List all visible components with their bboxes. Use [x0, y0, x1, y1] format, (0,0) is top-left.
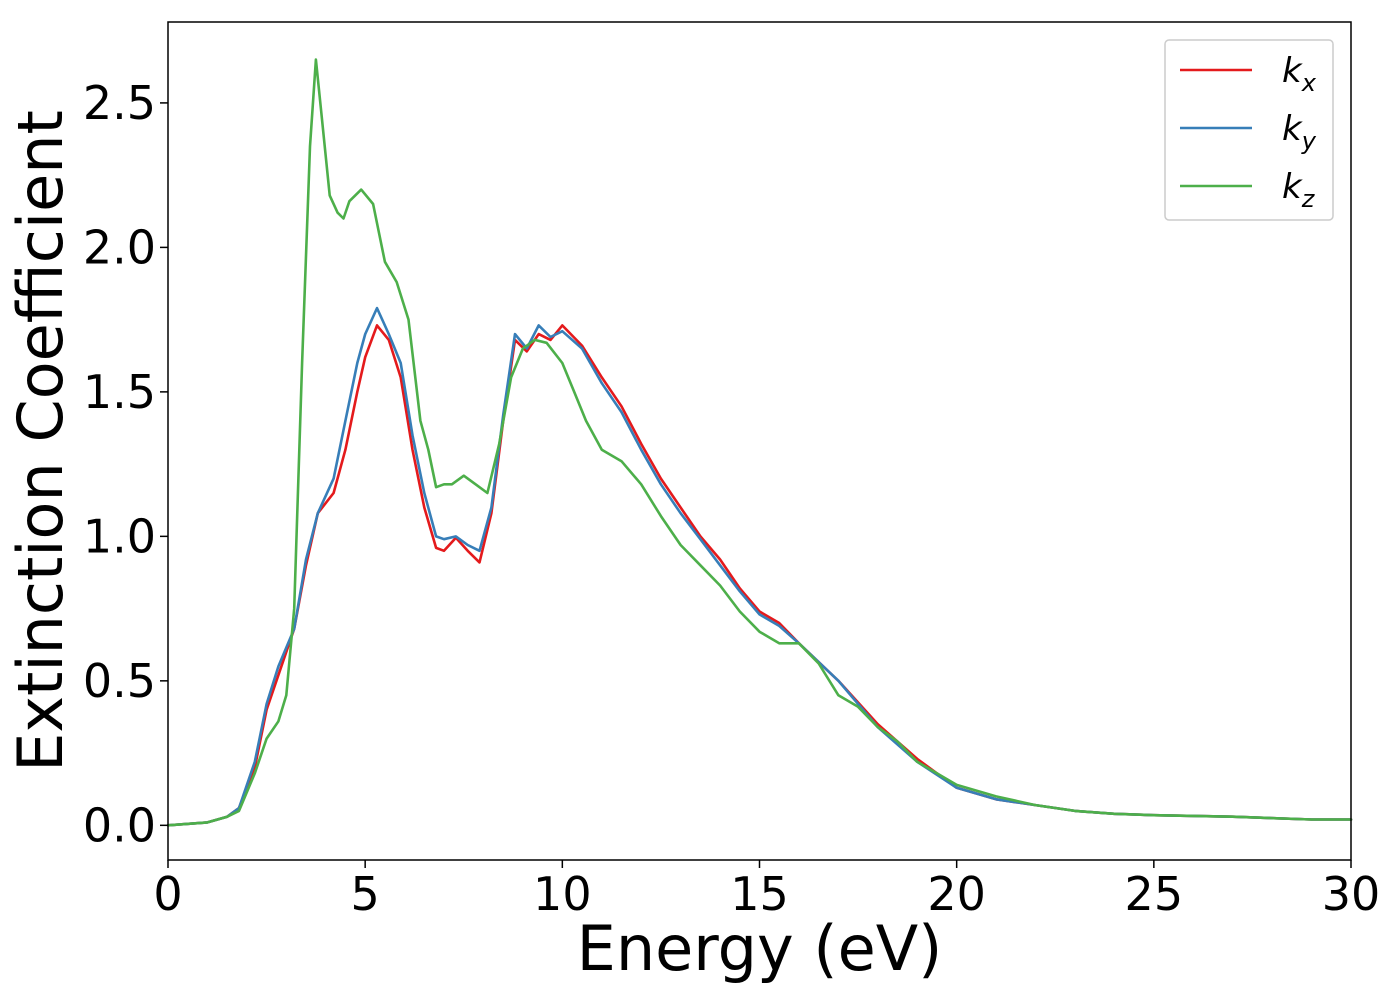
legend-label-x: kx: [1282, 51, 1317, 97]
y-tick-label: 1.5: [83, 365, 156, 419]
legend-label-y: ky: [1282, 109, 1317, 155]
y-tick-label: 0.5: [83, 654, 156, 708]
legend-box: [1164, 39, 1334, 221]
x-tick-label: 0: [153, 867, 182, 921]
x-axis-title: Energy (eV): [577, 912, 943, 985]
x-tick-label: 10: [533, 867, 592, 921]
y-tick-label: 1.0: [83, 509, 156, 563]
x-tick-label: 5: [351, 867, 380, 921]
series-line-y: [166, 306, 1353, 827]
y-tick-label: 2.5: [83, 76, 156, 130]
x-tick-label: 20: [927, 867, 986, 921]
x-tick-label: 30: [1322, 867, 1381, 921]
plot-lines: [166, 58, 1353, 827]
y-axis-ticks: 0.0 0.5 1.0 1.5 2.0 2.5: [83, 76, 168, 852]
y-tick-label: 0.0: [83, 798, 156, 852]
x-tick-label: 15: [730, 867, 789, 921]
legend: kx ky kz: [1164, 39, 1334, 221]
x-axis-ticks: 0 5 10 15 20 25 30: [153, 860, 1380, 921]
series-line-x: [166, 324, 1353, 827]
y-axis-title: Extinction Coefficient: [4, 110, 77, 772]
x-tick-label: 25: [1125, 867, 1184, 921]
y-tick-label: 2.0: [83, 220, 156, 274]
legend-label-z: kz: [1282, 167, 1316, 213]
series-line-z: [166, 58, 1353, 827]
